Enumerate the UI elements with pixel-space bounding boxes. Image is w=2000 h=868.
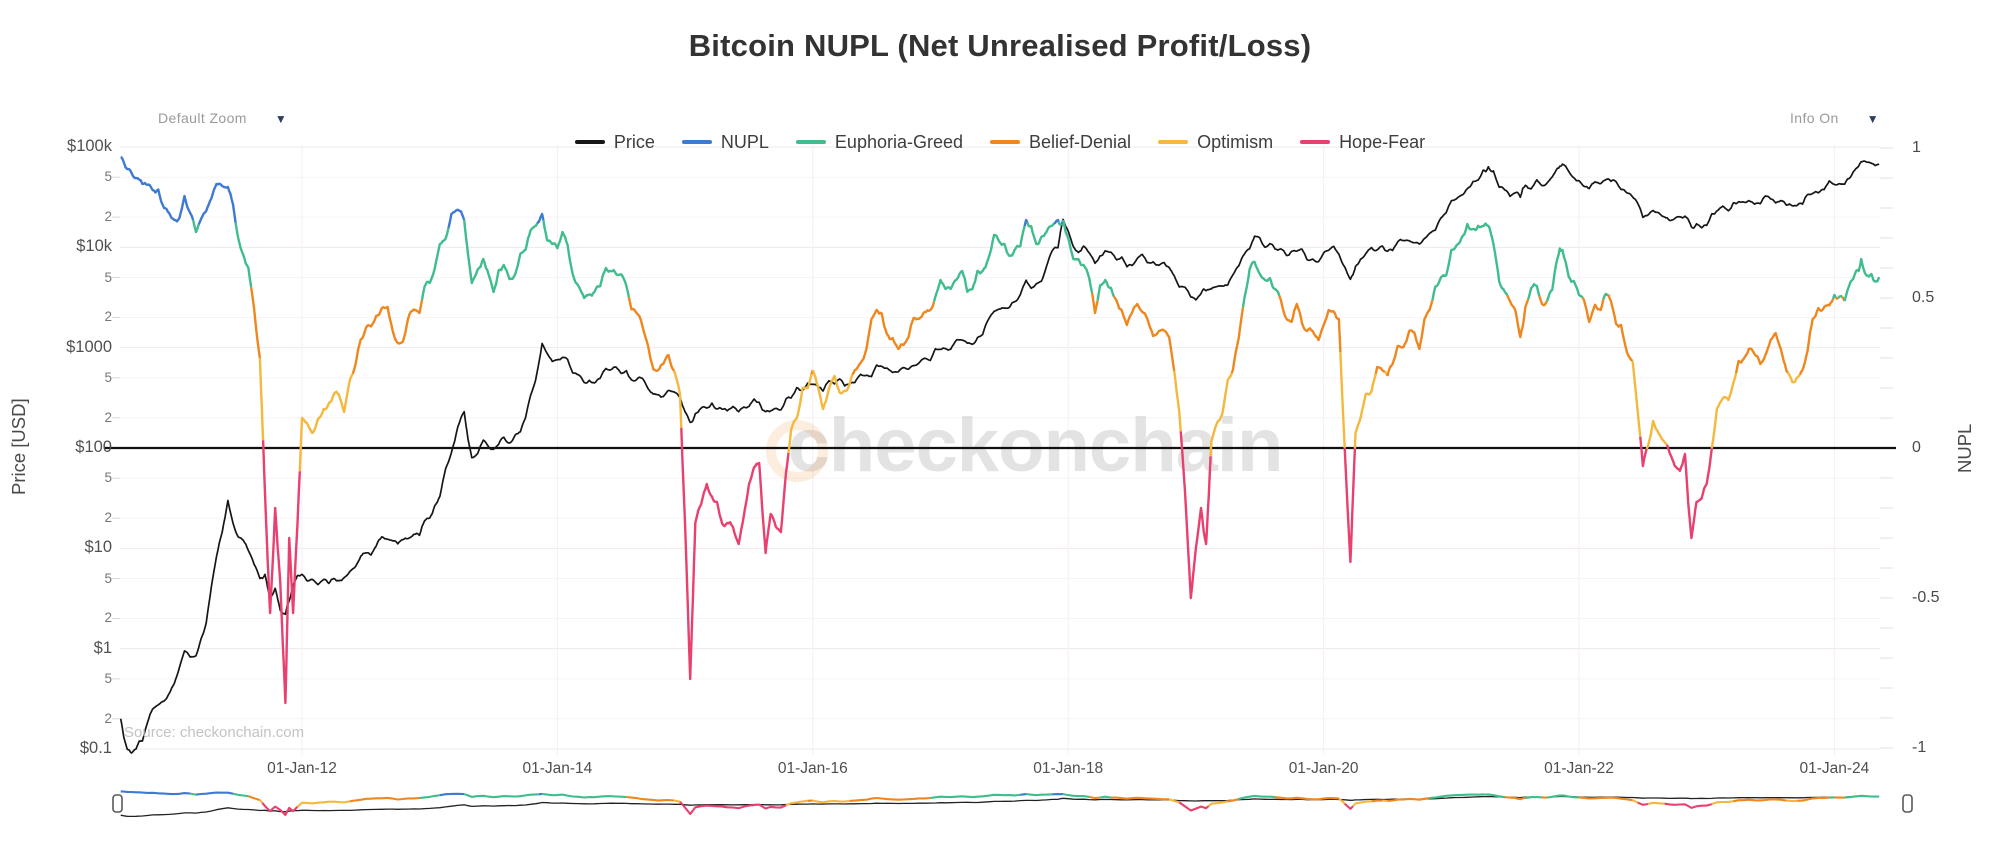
y-left-tick-label: 2 <box>104 610 112 626</box>
x-axis-tick-label: 01-Jan-12 <box>267 760 337 777</box>
legend-swatch <box>1300 140 1331 144</box>
y-right-tick-label: 0 <box>1912 439 1921 456</box>
y-right-tick-label: 1 <box>1912 139 1921 156</box>
legend-swatch <box>1158 140 1189 144</box>
y-left-tick-label: 2 <box>104 710 112 726</box>
legend-swatch <box>990 140 1020 144</box>
legend-swatch <box>795 140 826 144</box>
y-right-tick-label: -1 <box>1912 739 1927 756</box>
y-left-tick-label: $10 <box>84 538 112 557</box>
y-left-tick-label: 5 <box>104 670 112 686</box>
info-on-dropdown[interactable]: Info On ▼ <box>1790 110 1879 126</box>
default-zoom-dropdown[interactable]: Default Zoom ▼ <box>158 110 287 126</box>
legend-label: Hope-Fear <box>1339 131 1426 152</box>
x-axis-tick-label: 01-Jan-20 <box>1288 760 1359 777</box>
x-axis-tick-label: 01-Jan-18 <box>1033 760 1104 777</box>
legend-item-belief-denial[interactable]: Belief-Denial <box>990 132 1131 153</box>
dropdown-arrow-icon: ▼ <box>1866 112 1879 126</box>
legend-label: NUPL <box>720 131 769 152</box>
range-slider-left-handle[interactable] <box>112 794 123 813</box>
range-slider[interactable] <box>120 784 1880 826</box>
y-left-tick-label: 2 <box>104 309 112 325</box>
source-note: Source: checkonchain.com <box>124 724 305 741</box>
y-left-tick-label: 5 <box>104 470 112 486</box>
y-right-tick-label: 0.5 <box>1912 289 1935 306</box>
info-on-label: Info On <box>1790 110 1839 126</box>
x-axis-tick-label: 01-Jan-16 <box>777 760 848 777</box>
legend-item-optimism[interactable]: Optimism <box>1158 132 1273 153</box>
dropdown-arrow-icon: ▼ <box>274 112 288 126</box>
x-axis-tick-label: 01-Jan-22 <box>1544 760 1614 777</box>
y-left-tick-label: 2 <box>104 510 112 526</box>
legend-item-nupl[interactable]: NUPL <box>681 131 769 153</box>
chart-title: Bitcoin NUPL (Net Unrealised Profit/Loss… <box>688 28 1312 63</box>
y-left-tick-label: $10k <box>76 237 112 256</box>
legend-label: Price <box>613 131 655 152</box>
legend: Price NUPL Euphoria-Greed Belief-Denial Opti… <box>120 129 1880 155</box>
legend-item-hope-fear[interactable]: Hope-Fear <box>1300 132 1425 153</box>
y-left-tick-label: 5 <box>104 169 112 185</box>
y-left-tick-label: $100 <box>75 438 112 456</box>
y-left-tick-label: $1 <box>93 638 112 657</box>
y-left-tick-label: 5 <box>104 369 112 385</box>
y-right-tick-label: -0.5 <box>1912 589 1940 606</box>
legend-label: Euphoria-Greed <box>834 131 963 152</box>
legend-label: Belief-Denial <box>1029 131 1132 152</box>
legend-item-price[interactable]: Price <box>574 131 655 153</box>
legend-swatch <box>574 140 605 144</box>
y-left-tick-label: 2 <box>104 209 112 225</box>
legend-swatch <box>681 140 712 144</box>
y-left-tick-label: 5 <box>104 269 112 285</box>
x-axis-tick-label: 01-Jan-14 <box>522 760 593 777</box>
y-axis-title-nupl: NUPL <box>1954 423 1975 473</box>
default-zoom-label: Default Zoom <box>158 110 247 126</box>
legend-label: Optimism <box>1197 131 1274 152</box>
y-left-tick-label: 5 <box>104 570 112 586</box>
legend-item-euphoria-greed[interactable]: Euphoria-Greed <box>795 131 963 153</box>
y-left-tick-label: $100k <box>67 137 112 155</box>
y-left-tick-label: $1000 <box>66 337 112 356</box>
y-left-tick-label: 2 <box>104 409 112 425</box>
range-slider-right-handle[interactable] <box>1902 794 1913 813</box>
y-left-tick-label: $0.1 <box>79 738 112 757</box>
x-axis-tick-label: 01-Jan-24 <box>1799 760 1870 777</box>
